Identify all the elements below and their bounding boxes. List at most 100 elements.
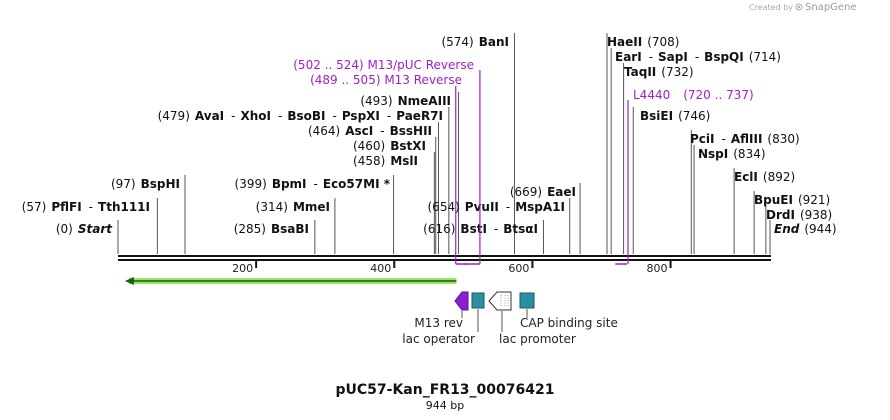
site-label-pvuii[interactable]: (654) PvuII - MspA1I — [428, 200, 566, 214]
site-label-part: PaeR7I — [396, 109, 443, 123]
site-label-part: PciI — [690, 132, 715, 146]
site-label-part: NspI — [698, 147, 728, 161]
site-label-start[interactable]: (0) Start — [56, 222, 113, 236]
site-label-part: BstI — [460, 222, 487, 236]
site-label-part: (714) — [749, 50, 781, 64]
m13-rev-feature-shape[interactable] — [454, 291, 469, 311]
site-label-part: - — [387, 109, 391, 123]
ruler-tick-label: 800 — [647, 262, 668, 275]
site-label-pflfi[interactable]: (57) PflFI - Tth111I — [22, 200, 150, 214]
site-label-asci[interactable]: (464) AscI - BssHII — [308, 124, 432, 138]
site-label-part: (460) — [353, 139, 385, 153]
site-label-part: - — [494, 222, 498, 236]
site-label-part: (285) — [234, 222, 266, 236]
site-label-bani[interactable]: (574) BanI — [441, 35, 509, 49]
site-label-pcii[interactable]: PciI - AflIII (830) — [690, 132, 800, 146]
site-label-mmei[interactable]: (314) MmeI — [256, 200, 330, 214]
site-label-part: BtsαI — [503, 222, 538, 236]
primer-label-m13puc-reverse[interactable]: (502 .. 524) M13/pUC Reverse — [293, 58, 474, 72]
site-label-part: BsaBI — [271, 222, 309, 236]
cap-binding-feature-shape[interactable] — [519, 292, 535, 309]
lac-promoter-feature-shape[interactable] — [488, 291, 512, 311]
site-label-eaei[interactable]: (669) EaeI — [510, 185, 576, 199]
site-label-drdi[interactable]: DrdI (938) — [766, 208, 832, 222]
lac-operator-label: lac operator — [402, 332, 475, 346]
primer-label-m13-reverse[interactable]: (489 .. 505) M13 Reverse — [310, 73, 462, 87]
site-label-part: - — [231, 109, 235, 123]
site-label-bsphi[interactable]: (97) BspHI — [111, 177, 180, 191]
site-label-nmeaiii[interactable]: (493) NmeAIII — [360, 94, 451, 108]
site-label-part: - — [506, 200, 510, 214]
site-label-part: (574) — [441, 35, 473, 49]
site-label-part: (314) — [256, 200, 288, 214]
ruler-tick-label: 400 — [370, 262, 391, 275]
site-label-part: - — [649, 50, 653, 64]
site-label-eari[interactable]: EarI - SapI - BspQI (714) — [615, 50, 781, 64]
credit-prefix: Created by — [749, 3, 793, 12]
site-label-bstxi[interactable]: (460) BstXI — [353, 139, 426, 153]
sequence-backbone — [118, 255, 771, 261]
site-label-part: XhoI — [240, 109, 271, 123]
site-label-part: Tth111I — [98, 200, 150, 214]
site-label-part: SapI — [658, 50, 688, 64]
site-label-bpuei[interactable]: BpuEI (921) — [754, 193, 830, 207]
site-label-part: (938) — [800, 208, 832, 222]
site-label-bsabi[interactable]: (285) BsaBI — [234, 222, 309, 236]
site-label-avai[interactable]: (479) AvaI - XhoI - BsoBI - PspXI - PaeR7I — [158, 109, 443, 123]
ruler-ticks: 200 400 600 800 — [232, 261, 672, 275]
primer-range: (720 .. 737) — [683, 88, 753, 102]
site-label-part: (669) — [510, 185, 542, 199]
site-label-part: - — [722, 132, 726, 146]
site-label-ecli[interactable]: EclI (892) — [734, 170, 795, 184]
site-label-bpmi[interactable]: (399) BpmI - Eco57MI * — [235, 177, 391, 191]
ruler-tick-label: 200 — [232, 262, 253, 275]
site-label-part: - — [695, 50, 699, 64]
site-label-part: (479) — [158, 109, 190, 123]
primer-name: L4440 — [633, 88, 670, 102]
primer-label-l4440[interactable]: L4440 (720 .. 737) — [633, 88, 754, 102]
site-label-part: Eco57MI * — [323, 177, 391, 191]
site-label-part: BspQI — [704, 50, 744, 64]
site-label-part: EarI — [615, 50, 642, 64]
site-label-part: End — [774, 222, 800, 236]
site-label-part: BanI — [479, 35, 509, 49]
site-label-part: (708) — [647, 35, 679, 49]
site-label-part: - — [278, 109, 282, 123]
kanr-orf-arrow[interactable] — [124, 277, 457, 285]
site-label-bsiei[interactable]: BsiEI (746) — [640, 109, 710, 123]
site-label-nspi[interactable]: NspI (834) — [698, 147, 766, 161]
site-label-part: (616) — [423, 222, 455, 236]
site-label-part: (458) — [353, 154, 385, 168]
snapgene-logo-icon — [795, 3, 803, 11]
site-label-part: PflFI — [51, 200, 81, 214]
site-label-part: (830) — [767, 132, 799, 146]
site-label-part: (921) — [798, 193, 830, 207]
site-label-part: PspXI — [342, 109, 380, 123]
site-label-part: (464) — [308, 124, 340, 138]
site-label-taqii[interactable]: TaqII (732) — [624, 65, 694, 79]
site-label-part: DrdI — [766, 208, 795, 222]
site-label-part: PvuII — [465, 200, 499, 214]
cap-binding-label: CAP binding site — [520, 316, 618, 330]
site-label-part: - — [380, 124, 384, 138]
site-label-part: (746) — [678, 109, 710, 123]
site-label-part: MmeI — [293, 200, 330, 214]
site-label-haeii[interactable]: HaeII (708) — [607, 35, 680, 49]
site-label-part: MslI — [390, 154, 418, 168]
site-label-msli[interactable]: (458) MslI — [353, 154, 418, 168]
site-label-part: (732) — [661, 65, 693, 79]
m13-rev-label: M13 rev — [414, 316, 463, 330]
site-label-part: (0) — [56, 222, 73, 236]
map-length: 944 bp — [426, 399, 464, 412]
primer-annotations: (502 .. 524) M13/pUC Reverse(489 .. 505)… — [293, 58, 754, 265]
site-label-part: EaeI — [547, 185, 576, 199]
lac-operator-feature-shape[interactable] — [471, 292, 485, 309]
site-label-end[interactable]: End (944) — [774, 222, 837, 236]
site-labels: (0) Start (57) PflFI - Tth111I (97) BspHI (285) B… — [22, 35, 837, 236]
site-label-part: BstXI — [390, 139, 426, 153]
site-label-part: - — [314, 177, 318, 191]
map-title: pUC57-Kan_FR13_00076421 — [336, 382, 555, 398]
site-label-part: AvaI — [195, 109, 224, 123]
site-label-bsti[interactable]: (616) BstI - BtsαI — [423, 222, 538, 236]
